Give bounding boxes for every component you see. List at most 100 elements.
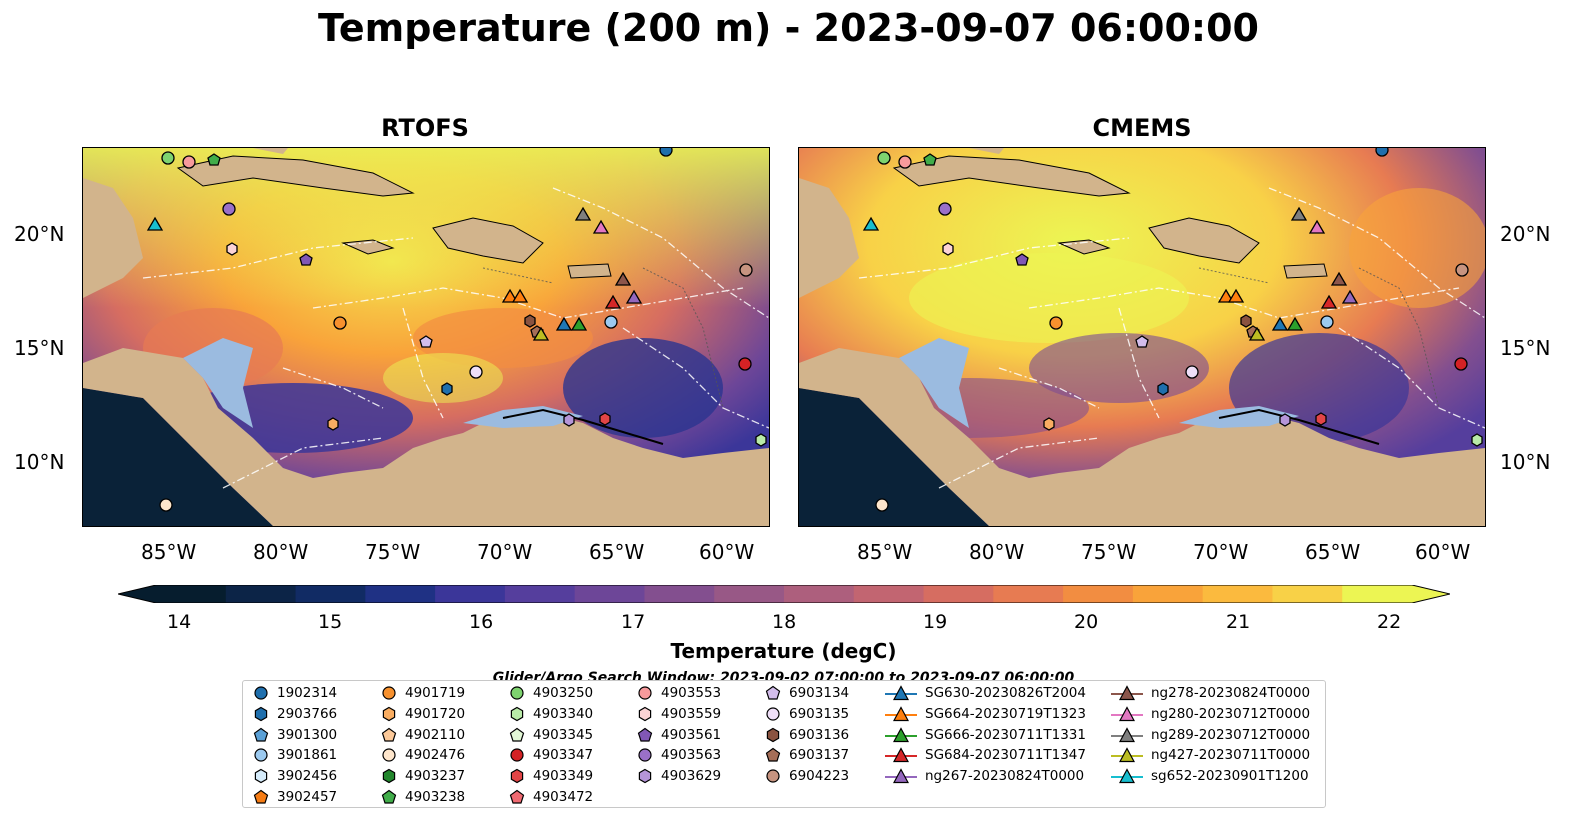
legend-item-label: SG684-20230711T1347 (925, 747, 1086, 764)
legend-item: 4902476 (381, 745, 465, 765)
legend-item-label: 4903345 (533, 726, 594, 743)
legend-item-label: 4903561 (661, 726, 722, 743)
legend-item-label: ng267-20230824T0000 (925, 768, 1085, 785)
legend-marker-triangle-line-icon (1111, 726, 1143, 742)
colorbar-tick-label: 18 (772, 611, 797, 633)
legend-item: 4903472 (509, 787, 593, 807)
lon-tick-label: 85°W (141, 540, 197, 564)
legend-marker-hexagon-icon (382, 768, 396, 784)
colorbar-svg (117, 584, 1451, 604)
legend-item: ng267-20230824T0000 (885, 766, 1084, 786)
legend-item-label: 6903136 (789, 726, 850, 743)
colorbar-segment (923, 585, 994, 603)
lon-tick-label: 75°W (365, 540, 421, 564)
legend-marker-circle-icon (510, 748, 524, 762)
legend-item-label: SG666-20230711T1331 (925, 726, 1086, 743)
legend-item: 3902457 (253, 787, 337, 807)
figure-title: Temperature (200 m) - 2023-09-07 06:00:0… (317, 6, 1259, 50)
legend-item-label: 1902314 (277, 685, 338, 701)
legend-item: 4903347 (509, 745, 593, 765)
legend-item-label: 4903472 (533, 789, 594, 805)
legend-marker-hexagon-icon (254, 706, 268, 721)
colorbar-tick-label: 21 (1226, 611, 1251, 633)
colorbar-segment (574, 585, 645, 603)
legend-item-label: 3902457 (277, 789, 338, 805)
legend-marker-circle-icon (254, 748, 268, 762)
legend-marker-triangle-line-icon (885, 726, 917, 742)
lon-tick-label: 75°W (1081, 540, 1137, 564)
legend-item: 4903553 (637, 683, 721, 703)
lat-tick-label: 15°N (14, 336, 65, 360)
legend-item: 3901861 (253, 745, 337, 765)
legend-marker-hexagon-icon (382, 706, 396, 721)
legend-marker-hexagon-icon (638, 706, 652, 721)
legend-item-label: 4902476 (405, 747, 466, 764)
lat-tick-label: 10°N (14, 450, 65, 474)
lat-tick-label: 20°N (1500, 222, 1551, 246)
legend-item-label: 3901300 (277, 726, 338, 743)
panel-title-cmems: CMEMS (1092, 114, 1192, 142)
legend-item: 4903629 (637, 766, 721, 786)
legend-marker-triangle-line-icon (885, 685, 917, 701)
lon-tick-label: 65°W (589, 540, 645, 564)
lon-tick-label: 80°W (969, 540, 1025, 564)
legend-marker-hexagon-icon (510, 768, 524, 784)
colorbar-segment (365, 585, 436, 603)
lon-tick-label: 70°W (1193, 540, 1249, 564)
lon-tick-label: 85°W (857, 540, 913, 564)
colorbar-tick-label: 15 (318, 611, 343, 633)
lon-tick-label: 70°W (477, 540, 533, 564)
legend-item-label: 4903347 (533, 747, 594, 764)
colorbar-segment (784, 585, 855, 603)
legend-item-label: ng280-20230712T0000 (1151, 705, 1311, 722)
legend-marker-hexagon-icon (510, 706, 524, 721)
legend-item: 4903349 (509, 766, 593, 786)
legend-item: ng427-20230711T0000 (1111, 745, 1310, 765)
legend-item: 4903237 (381, 766, 465, 786)
legend-item: SG684-20230711T1347 (885, 745, 1086, 765)
legend-marker-triangle-line-icon (885, 768, 917, 784)
legend-item: 3901300 (253, 725, 337, 745)
legend-item: ng278-20230824T0000 (1111, 683, 1310, 703)
colorbar-tick-label: 19 (923, 611, 948, 633)
legend-item-label: 6903137 (789, 747, 850, 764)
map-rtofs (82, 147, 770, 527)
colorbar-segment (435, 585, 506, 603)
colorbar-extend-low (118, 585, 156, 603)
legend-marker-pentagon-icon (765, 748, 781, 762)
legend-item: 1902314 (253, 683, 337, 703)
legend-item-label: 3901861 (277, 747, 338, 764)
lon-tick-label: 80°W (253, 540, 309, 564)
legend-marker-pentagon-icon (381, 789, 397, 804)
legend-marker-hexagon-icon (638, 768, 652, 784)
lat-tick-label: 15°N (1500, 336, 1551, 360)
legend-marker-pentagon-icon (381, 727, 397, 742)
legend-item-label: ng427-20230711T0000 (1151, 747, 1311, 764)
legend-item: 6903135 (765, 704, 849, 724)
legend-item: ng280-20230712T0000 (1111, 704, 1310, 724)
colorbar-segment (156, 585, 227, 603)
legend-marker-pentagon-icon (509, 789, 525, 804)
legend-item-label: 2903766 (277, 705, 338, 722)
legend-marker-hexagon-icon (254, 768, 268, 784)
colorbar-segment (1272, 585, 1343, 603)
legend-item-label: 4903238 (405, 789, 466, 805)
legend-item: 4901720 (381, 704, 465, 724)
legend-item: 4903238 (381, 787, 465, 807)
legend-marker-pentagon-icon (637, 727, 653, 742)
legend-item-label: sg652-20230901T1200 (1151, 768, 1309, 785)
legend-item-label: 4903250 (533, 685, 594, 701)
colorbar-tick-label: 17 (621, 611, 646, 633)
legend-marker-hexagon-icon (766, 727, 780, 742)
legend-item-label: 4903349 (533, 768, 594, 785)
legend-item-label: 4903340 (533, 705, 594, 722)
legend-item-label: ng289-20230712T0000 (1151, 726, 1311, 743)
legend-item: 4903340 (509, 704, 593, 724)
legend-item-label: 4901719 (405, 685, 466, 701)
legend-item: ng289-20230712T0000 (1111, 725, 1310, 745)
legend-item: 4901719 (381, 683, 465, 703)
legend-item-label: 4903559 (661, 705, 722, 722)
legend-marker-circle-icon (638, 748, 652, 762)
legend-marker-circle-icon (510, 686, 524, 700)
legend-marker-circle-icon (254, 686, 268, 700)
